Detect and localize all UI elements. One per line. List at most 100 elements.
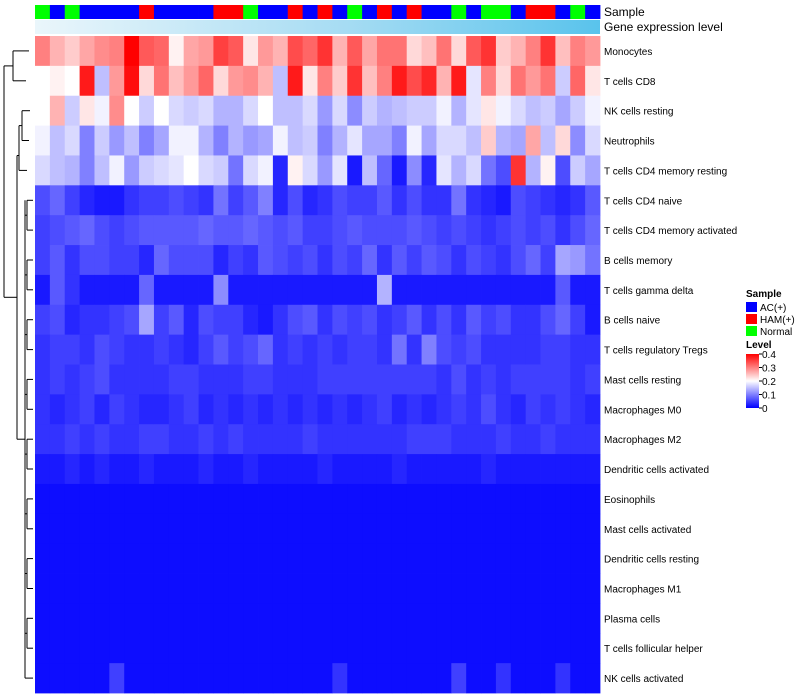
heatmap-cell: [317, 633, 333, 664]
heatmap-cell: [406, 603, 422, 634]
heatmap-cell: [570, 245, 586, 276]
heatmap-cell: [168, 483, 185, 515]
heatmap-cell: [510, 185, 527, 216]
heatmap-cell: [347, 364, 363, 395]
heatmap-cell: [555, 633, 571, 664]
heatmap-cell: [540, 603, 556, 634]
heatmap-cell: [540, 65, 556, 97]
heatmap-cell: [436, 215, 452, 246]
heatmap-cell: [451, 483, 467, 515]
sample-annotation-cell: [49, 5, 66, 19]
heatmap-cell: [183, 364, 199, 395]
heatmap-cell: [302, 483, 318, 515]
row-label: T cells CD4 naive: [604, 196, 683, 207]
level-tick-label: 0.3: [762, 364, 776, 375]
heatmap-cell: [198, 633, 214, 664]
heatmap-cell: [376, 663, 393, 694]
heatmap-cell: [525, 633, 541, 664]
heatmap-cell: [272, 603, 289, 634]
heatmap-cell: [376, 125, 393, 156]
level-tick-label: 0: [762, 404, 768, 415]
heatmap-cell: [362, 573, 378, 604]
heatmap-cell: [332, 603, 348, 634]
heatmap-cell: [555, 364, 571, 395]
heatmap-cell: [302, 394, 318, 425]
heatmap-cell: [79, 95, 95, 126]
heatmap-cell: [213, 215, 229, 246]
sample-annotation-cell: [168, 5, 185, 19]
heatmap-cell: [198, 573, 214, 604]
heatmap-cell: [49, 454, 66, 485]
heatmap-cell: [213, 424, 229, 455]
heatmap-cell: [139, 573, 155, 604]
heatmap-cell: [555, 603, 571, 634]
heatmap-cell: [555, 454, 571, 485]
heatmap-cell: [79, 633, 95, 664]
heatmap-cell: [391, 454, 408, 485]
heatmap-cell: [391, 36, 408, 67]
heatmap-cell: [481, 573, 497, 604]
heatmap-cell: [109, 304, 125, 336]
heatmap-cell: [139, 543, 155, 574]
heatmap-cell: [466, 663, 482, 694]
heatmap-cell: [510, 125, 527, 156]
heatmap-cell: [287, 274, 304, 306]
heatmap-cell: [376, 95, 393, 126]
heatmap-cell: [64, 36, 81, 67]
row-label: Plasma cells: [604, 614, 660, 625]
heatmap-cell: [79, 36, 95, 67]
heatmap-cell: [243, 573, 259, 604]
heatmap-cell: [540, 454, 556, 485]
heatmap-cell: [94, 185, 110, 216]
heatmap-cell: [302, 215, 318, 246]
heatmap-cell: [406, 663, 422, 694]
heatmap-cell: [258, 155, 274, 186]
heatmap-cell: [109, 394, 125, 425]
heatmap-cell: [555, 36, 571, 67]
heatmap-cell: [64, 334, 81, 365]
heatmap-cell: [124, 334, 140, 365]
heatmap-cell: [376, 483, 393, 515]
heatmap-cell: [362, 543, 378, 574]
heatmap-cell: [79, 215, 95, 246]
heatmap-cell: [153, 603, 170, 634]
heatmap-cell: [391, 663, 408, 694]
sample-annotation-cell: [64, 5, 81, 19]
heatmap-cell: [585, 483, 601, 515]
heatmap-cell: [332, 36, 348, 67]
heatmap-cell: [64, 633, 81, 664]
heatmap-cell: [198, 304, 214, 336]
heatmap-cell: [376, 334, 393, 365]
heatmap-cell: [243, 304, 259, 336]
heatmap-cell: [168, 454, 185, 485]
sample-annotation-bar: [35, 5, 601, 19]
level-legend-title: Level: [746, 340, 772, 351]
heatmap-cell: [421, 65, 437, 97]
heatmap-cell: [421, 304, 437, 336]
heatmap-cell: [183, 573, 199, 604]
heatmap-cell: [376, 274, 393, 306]
heatmap-cell: [287, 215, 304, 246]
heatmap-cell: [466, 334, 482, 365]
heatmap-cell: [258, 513, 274, 545]
heatmap-cell: [35, 603, 51, 634]
heatmap-cell: [109, 95, 125, 126]
heatmap-cell: [64, 274, 81, 306]
heatmap-cell: [317, 185, 333, 216]
heatmap-cell: [168, 334, 185, 365]
heatmap-cell: [64, 65, 81, 97]
heatmap-cell: [94, 304, 110, 336]
heatmap-cell: [317, 483, 333, 515]
heatmap-cell: [451, 215, 467, 246]
heatmap-cell: [555, 394, 571, 425]
heatmap-cell: [555, 245, 571, 276]
heatmap-cell: [376, 155, 393, 186]
sample-annotation-cell: [153, 5, 170, 19]
heatmap-cell: [287, 483, 304, 515]
heatmap-cell: [228, 125, 244, 156]
heatmap-cell: [243, 424, 259, 455]
heatmap-cell: [258, 573, 274, 604]
heatmap-cell: [168, 364, 185, 395]
heatmap-cell: [332, 334, 348, 365]
heatmap-cell: [362, 424, 378, 455]
